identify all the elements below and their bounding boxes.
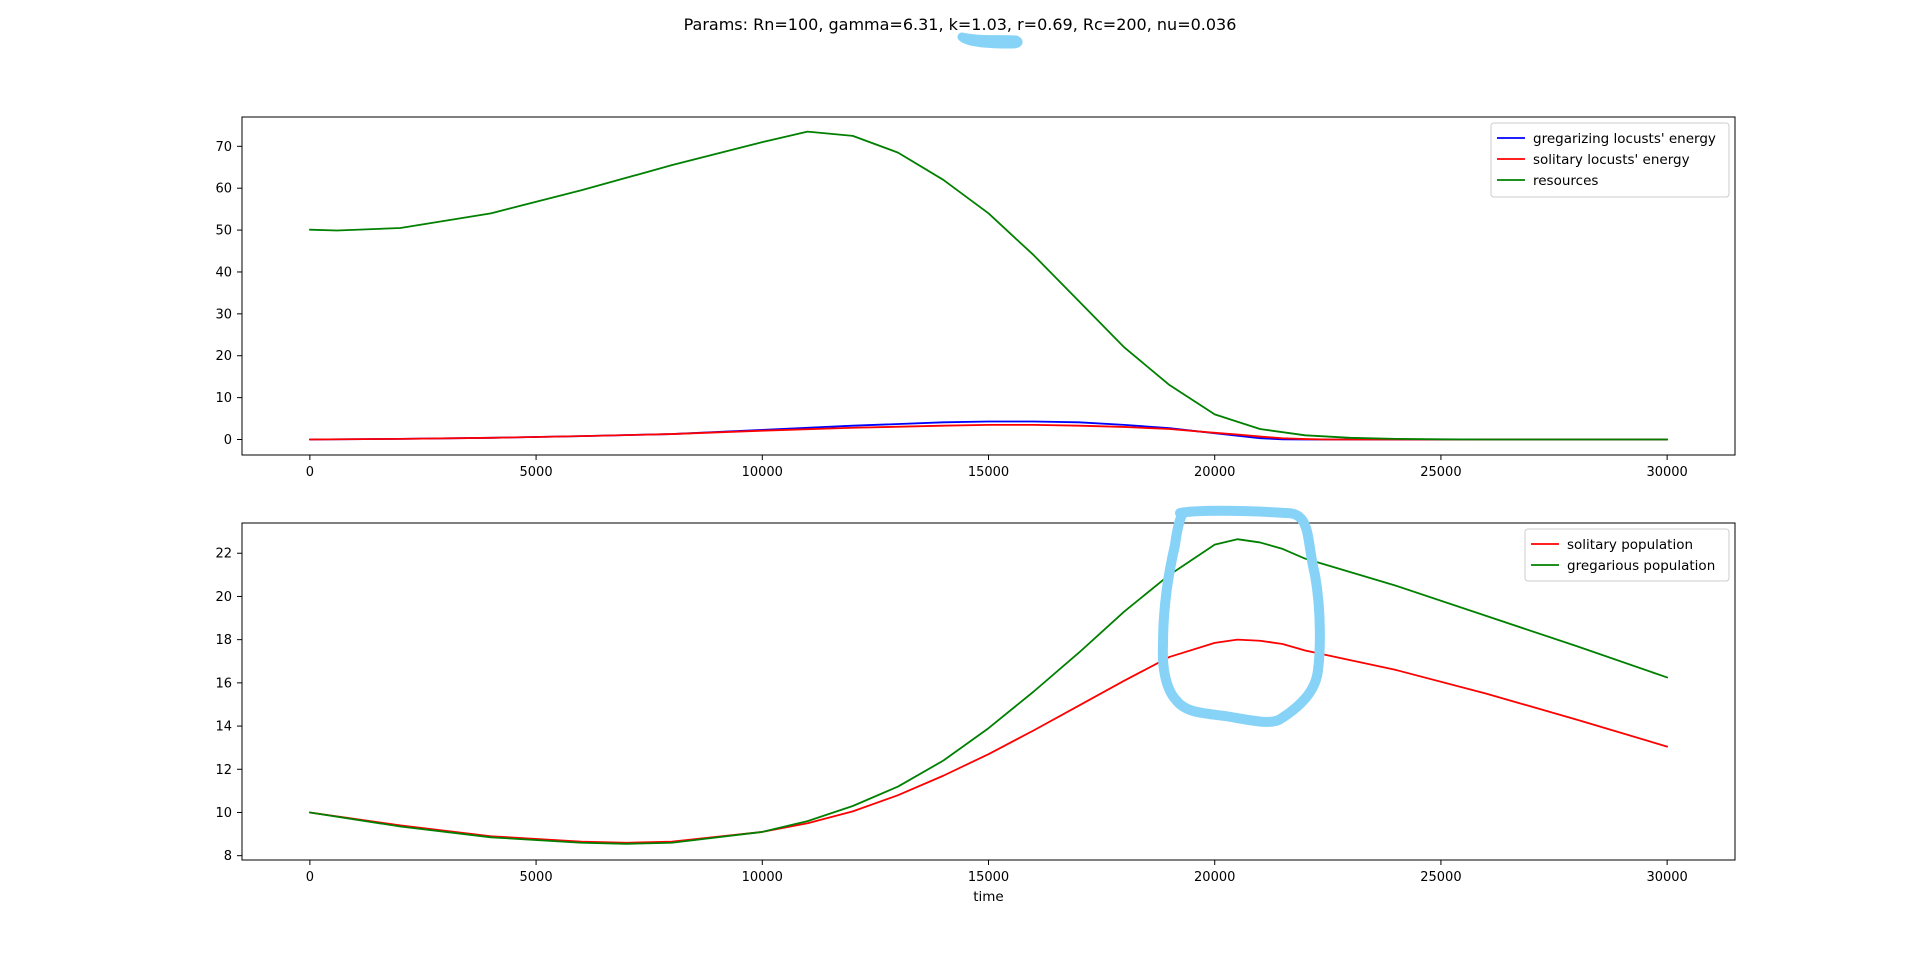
x-axis-label: time bbox=[973, 889, 1004, 905]
legend-entry-label: solitary locusts' energy bbox=[1533, 152, 1690, 168]
x-tick-label: 25000 bbox=[1420, 870, 1461, 885]
series-line-0-2 bbox=[308, 130, 1669, 441]
y-tick-label: 16 bbox=[215, 676, 232, 691]
y-tick-label: 22 bbox=[215, 547, 232, 562]
bottom-axes: 0 5000 10000 15000 20000 25000 30000 8 10 12 14 16 1… bbox=[215, 522, 1736, 905]
x-tick-label: 0 bbox=[306, 870, 314, 885]
series-line-1-1 bbox=[308, 538, 1669, 845]
y-tick-label: 20 bbox=[215, 590, 232, 605]
y-tick-label: 70 bbox=[215, 140, 232, 155]
y-tick-label: 30 bbox=[215, 307, 232, 322]
x-tick-label: 10000 bbox=[742, 870, 783, 885]
y-tick-label: 14 bbox=[215, 720, 232, 735]
y-tick-label: 60 bbox=[215, 182, 232, 197]
x-tick-label: 10000 bbox=[742, 465, 783, 480]
legend-box bbox=[1524, 528, 1730, 582]
x-tick-label: 0 bbox=[306, 465, 314, 480]
x-tick-label: 15000 bbox=[968, 870, 1009, 885]
y-tick-label: 10 bbox=[215, 806, 232, 821]
legend-entry-label: gregarizing locusts' energy bbox=[1533, 131, 1716, 147]
legend: solitary population gregarious population bbox=[1524, 528, 1730, 582]
legend: gregarizing locusts' energy solitary locu… bbox=[1490, 122, 1730, 198]
series-line-1-0 bbox=[308, 638, 1669, 844]
y-tick-label: 20 bbox=[215, 349, 232, 364]
x-tick-label: 30000 bbox=[1646, 870, 1687, 885]
y-tick-label: 8 bbox=[224, 849, 232, 864]
x-tick-label: 20000 bbox=[1194, 465, 1235, 480]
legend-box bbox=[1490, 122, 1730, 198]
x-tick-label: 5000 bbox=[520, 465, 553, 480]
y-tick-label: 18 bbox=[215, 633, 232, 648]
annotation-scribble bbox=[957, 32, 1023, 49]
legend-entry-label: resources bbox=[1533, 173, 1598, 189]
series-line-0-1 bbox=[308, 423, 1669, 441]
legend-entry-label: solitary population bbox=[1567, 537, 1693, 553]
figure-title: Params: Rn=100, gamma=6.31, k=1.03, r=0.… bbox=[684, 15, 1237, 34]
y-tick-label: 12 bbox=[215, 763, 232, 778]
legend-entry-label: gregarious population bbox=[1567, 558, 1715, 574]
y-tick-label: 50 bbox=[215, 224, 232, 239]
x-tick-label: 5000 bbox=[520, 870, 553, 885]
x-tick-label: 25000 bbox=[1420, 465, 1461, 480]
top-axes: 0 5000 10000 15000 20000 25000 30000 0 10 20 30 40 5… bbox=[215, 116, 1736, 480]
x-tick-label: 15000 bbox=[968, 465, 1009, 480]
y-tick-label: 0 bbox=[224, 433, 232, 448]
hand-drawn-annotations bbox=[957, 32, 1325, 727]
annotation-circle-around-peak bbox=[1157, 505, 1325, 727]
y-tick-label: 40 bbox=[215, 265, 232, 280]
y-tick-label: 10 bbox=[215, 391, 232, 406]
x-tick-label: 30000 bbox=[1646, 465, 1687, 480]
x-tick-label: 20000 bbox=[1194, 870, 1235, 885]
